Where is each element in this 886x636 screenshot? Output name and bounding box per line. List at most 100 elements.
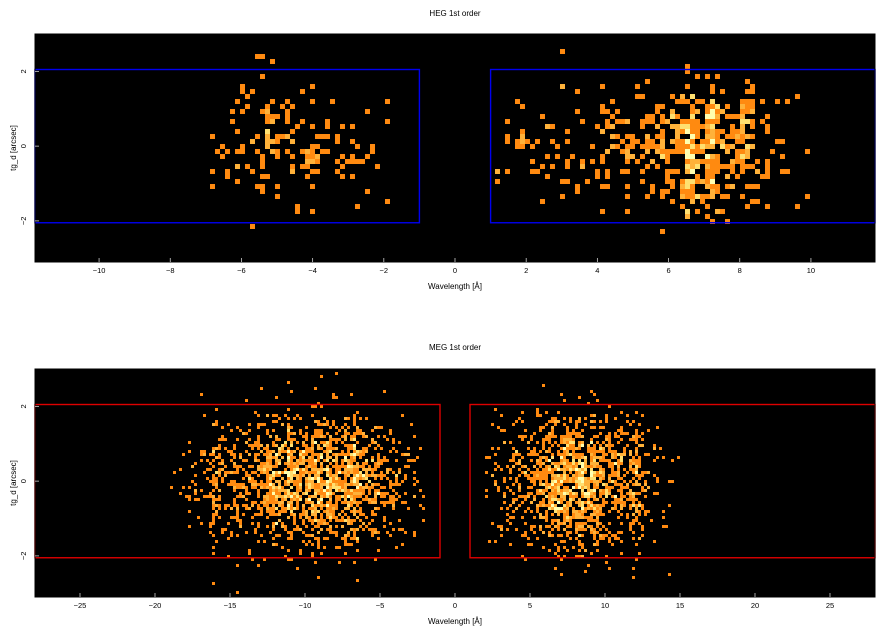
panel-2-cell bbox=[254, 513, 257, 516]
panel-2-cell bbox=[653, 459, 656, 462]
panel-2-cell bbox=[536, 489, 539, 492]
panel-2-cell bbox=[320, 447, 323, 450]
panel-2-cell bbox=[638, 459, 641, 462]
panel-2-cell bbox=[248, 474, 251, 477]
panel-1-cell bbox=[700, 194, 705, 199]
panel-2-cell bbox=[671, 459, 674, 462]
panel-2-cell bbox=[230, 453, 233, 456]
panel-2-cell bbox=[368, 492, 371, 495]
panel-2-cell bbox=[593, 543, 596, 546]
panel-2-cell bbox=[593, 393, 596, 396]
panel-2-cell bbox=[611, 471, 614, 474]
panel-1-cell bbox=[775, 99, 780, 104]
panel-2-cell bbox=[563, 447, 566, 450]
panel-1-cell bbox=[660, 229, 665, 234]
panel-2-cell bbox=[314, 432, 317, 435]
panel-2-cell bbox=[305, 510, 308, 513]
panel-2-cell bbox=[215, 510, 218, 513]
panel-2-cell bbox=[488, 456, 491, 459]
panel-2-cell bbox=[371, 531, 374, 534]
panel-2-cell bbox=[542, 483, 545, 486]
panel-1-cell bbox=[330, 99, 335, 104]
panel-2-cell bbox=[545, 465, 548, 468]
panel-2-cell bbox=[347, 543, 350, 546]
panel-2-cell bbox=[281, 510, 284, 513]
panel-1-cell bbox=[735, 139, 740, 144]
panel-1-cell bbox=[725, 149, 730, 154]
panel-2-cell bbox=[527, 492, 530, 495]
panel-2-cell bbox=[317, 423, 320, 426]
panel-2-cell bbox=[308, 540, 311, 543]
panel-2-cell bbox=[281, 522, 284, 525]
panel-2-cell bbox=[281, 546, 284, 549]
panel-2-cell bbox=[596, 465, 599, 468]
panel-1-cell bbox=[795, 204, 800, 209]
panel-1-cell bbox=[620, 119, 625, 124]
panel-2-cell bbox=[581, 435, 584, 438]
panel-2-cell bbox=[275, 522, 278, 525]
panel-1-cell bbox=[520, 104, 525, 109]
panel-2-cell bbox=[401, 543, 404, 546]
panel-2-cell bbox=[602, 441, 605, 444]
panel-1-cell bbox=[580, 119, 585, 124]
panel-1-cell bbox=[495, 179, 500, 184]
panel-1-cell bbox=[520, 139, 525, 144]
panel-2-cell bbox=[230, 471, 233, 474]
panel-2-cell bbox=[545, 495, 548, 498]
panel-2-cell bbox=[560, 540, 563, 543]
panel-2-cell bbox=[335, 471, 338, 474]
panel-1-cell bbox=[540, 164, 545, 169]
panel-2-cell bbox=[602, 453, 605, 456]
panel-1-cell bbox=[740, 109, 745, 114]
panel-2-cell bbox=[590, 552, 593, 555]
panel-2-cell bbox=[257, 459, 260, 462]
panel-2-cell bbox=[263, 483, 266, 486]
panel-2-cell bbox=[287, 558, 290, 561]
panel-1-cell bbox=[775, 139, 780, 144]
panel-2-cell bbox=[608, 480, 611, 483]
panel-2-cell bbox=[569, 465, 572, 468]
panel-1-cell bbox=[705, 104, 710, 109]
panel-2-cell bbox=[578, 543, 581, 546]
panel-2-cell bbox=[599, 432, 602, 435]
panel-2-cell bbox=[257, 468, 260, 471]
panel-2-cell bbox=[266, 516, 269, 519]
panel-2-cell bbox=[290, 495, 293, 498]
panel-1-cell bbox=[710, 164, 715, 169]
panel-1-cell bbox=[605, 119, 610, 124]
panel-1-cell bbox=[685, 209, 690, 214]
panel-2-cell bbox=[299, 528, 302, 531]
panel-1-cell bbox=[580, 159, 585, 164]
panel-2-cell bbox=[353, 468, 356, 471]
panel-2-cell bbox=[575, 447, 578, 450]
panel-2-cell bbox=[290, 492, 293, 495]
panel-2-cell bbox=[524, 531, 527, 534]
panel-1-cell bbox=[710, 194, 715, 199]
panel-2-cell bbox=[641, 444, 644, 447]
panel-2-cell bbox=[560, 498, 563, 501]
panel-2-cell bbox=[614, 498, 617, 501]
panel-2-cell bbox=[590, 441, 593, 444]
panel-1-cell bbox=[270, 139, 275, 144]
panel-1-cell bbox=[610, 144, 615, 149]
panel-2-cell bbox=[551, 504, 554, 507]
panel-2-cell bbox=[521, 516, 524, 519]
panel-1-cell bbox=[310, 159, 315, 164]
panel-1-cell bbox=[285, 114, 290, 119]
panel-2-cell bbox=[551, 420, 554, 423]
panel-1-cell bbox=[675, 99, 680, 104]
panel-1-cell bbox=[650, 114, 655, 119]
panel-2-cell bbox=[521, 555, 524, 558]
panel-1-cell bbox=[350, 154, 355, 159]
panel-1-cell bbox=[360, 159, 365, 164]
panel-2-cell bbox=[569, 420, 572, 423]
panel-2-cell bbox=[548, 495, 551, 498]
panel-1-cell bbox=[740, 154, 745, 159]
panel-1-cell bbox=[710, 219, 715, 224]
panel-2-cell bbox=[509, 543, 512, 546]
panel-2-cell bbox=[284, 468, 287, 471]
panel-1-xtick-label: 0 bbox=[453, 266, 457, 275]
panel-1-cell bbox=[730, 164, 735, 169]
panel-1-cell bbox=[505, 119, 510, 124]
panel-2-cell bbox=[182, 486, 185, 489]
